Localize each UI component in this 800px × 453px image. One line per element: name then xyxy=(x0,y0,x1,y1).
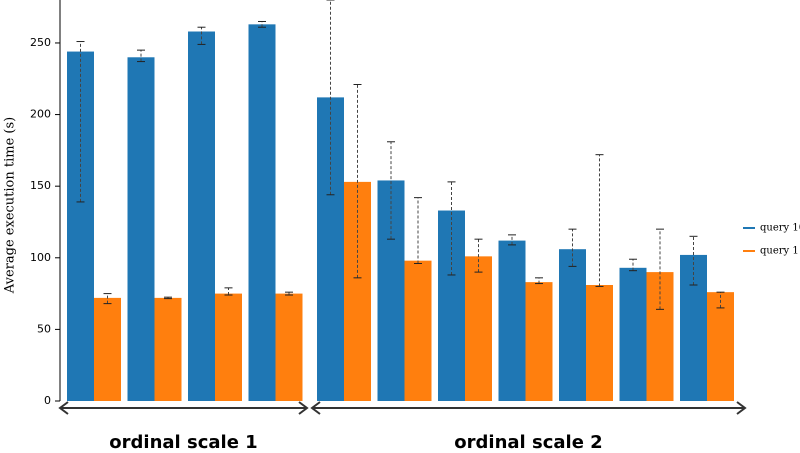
legend-label: query 1 xyxy=(760,246,799,257)
y-tick-label: 200 xyxy=(30,108,51,121)
legend-label: query 10 xyxy=(760,223,800,234)
bar xyxy=(465,256,492,401)
y-tick-label: 150 xyxy=(30,179,51,192)
bar xyxy=(559,249,586,401)
y-tick-label: 100 xyxy=(30,251,51,264)
x-axis-arrow xyxy=(58,401,309,415)
x-group-label: ordinal scale 1 xyxy=(109,432,257,453)
bar xyxy=(586,284,613,401)
bar xyxy=(188,31,215,402)
bar xyxy=(344,181,371,401)
x-group-label: ordinal scale 2 xyxy=(454,432,602,453)
bar xyxy=(404,260,432,401)
bar xyxy=(498,240,526,401)
bar xyxy=(154,297,182,401)
y-tick-label: 250 xyxy=(30,36,51,49)
bar xyxy=(94,297,121,401)
bar xyxy=(707,292,734,401)
x-axis-arrow xyxy=(310,401,747,415)
bar xyxy=(619,267,647,401)
bar xyxy=(248,24,276,401)
bar xyxy=(680,254,707,401)
y-axis-label: Average execution time (s) xyxy=(3,117,18,294)
y-tick-label: 0 xyxy=(44,394,51,407)
bar xyxy=(215,293,242,401)
bar xyxy=(275,293,303,401)
bar xyxy=(525,282,553,401)
y-tick-label: 50 xyxy=(37,322,51,335)
bar xyxy=(127,57,155,402)
